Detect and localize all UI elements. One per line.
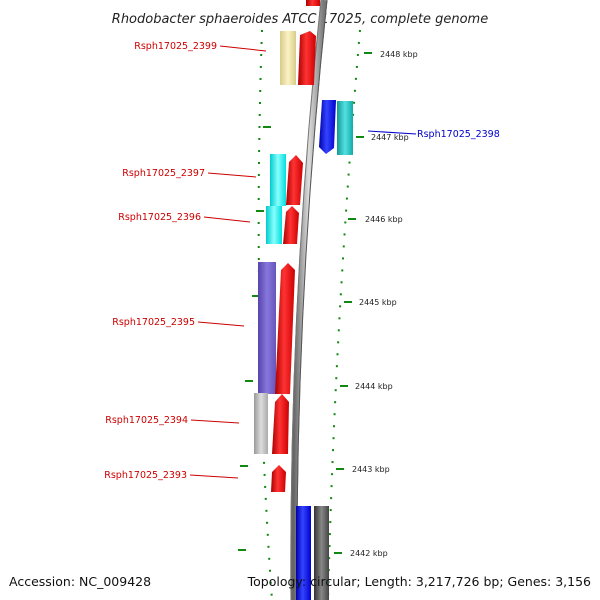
gene-arrow-forward [298,31,316,85]
tick-labels: 2448 kbp 2447 kbp 2446 kbp 2445 kbp 2444… [350,50,418,558]
leader-line [207,172,257,178]
leader-line [219,45,267,52]
gene-arrow-forward [272,394,289,454]
cog-block [337,101,353,155]
gene-label: Rsph17025_2398 [417,129,500,140]
gene-label: Rsph17025_2394 [105,415,188,426]
gene-arrow-forward [271,465,286,492]
tick-label: 2447 kbp [371,133,409,142]
gene-features [254,0,353,600]
scale-ticks [334,52,372,554]
gene-label: Rsph17025_2395 [112,317,195,328]
leader-line [203,216,251,223]
cog-block [280,31,296,85]
leader-line [197,321,245,327]
gene-label: Rsph17025_2397 [122,168,205,179]
gene-label: Rsph17025_2399 [134,41,217,52]
leader-line [367,130,417,135]
cog-block [314,506,329,600]
gene-arrow-forward [286,155,303,205]
tick-label: 2446 kbp [365,215,403,224]
gene-labels: Rsph17025_2399 Rsph17025_2398 Rsph17025_… [104,41,500,481]
tick-label: 2443 kbp [352,465,390,474]
cog-block [270,154,286,206]
left-dashes [238,126,271,551]
gene-arrow-forward [275,263,295,394]
gene-arrow-reverse [296,506,311,600]
tick-label: 2444 kbp [355,382,393,391]
leader-line [189,474,239,479]
gene-arrow-reverse [319,100,336,154]
tick-label: 2445 kbp [359,298,397,307]
gene-arrow-forward [283,206,299,244]
gene-label: Rsph17025_2393 [104,470,187,481]
gene-label: Rsph17025_2396 [118,212,201,223]
leader-lines [189,45,417,479]
cog-block [266,206,282,244]
cog-block [258,262,276,394]
right-dotted-arc [327,29,361,600]
outer-dotted-arcs [257,29,361,600]
topology-text: Topology: circular; Length: 3,217,726 bp… [247,574,591,589]
left-dotted-arc [257,29,273,600]
accession-text: Accession: NC_009428 [9,574,151,589]
leader-line [190,419,240,424]
gene-arrow-forward [306,0,320,6]
tick-label: 2442 kbp [350,549,388,558]
map-title: Rhodobacter sphaeroides ATCC 17025, comp… [112,12,488,27]
tick-label: 2448 kbp [380,50,418,59]
cog-block [254,393,268,454]
